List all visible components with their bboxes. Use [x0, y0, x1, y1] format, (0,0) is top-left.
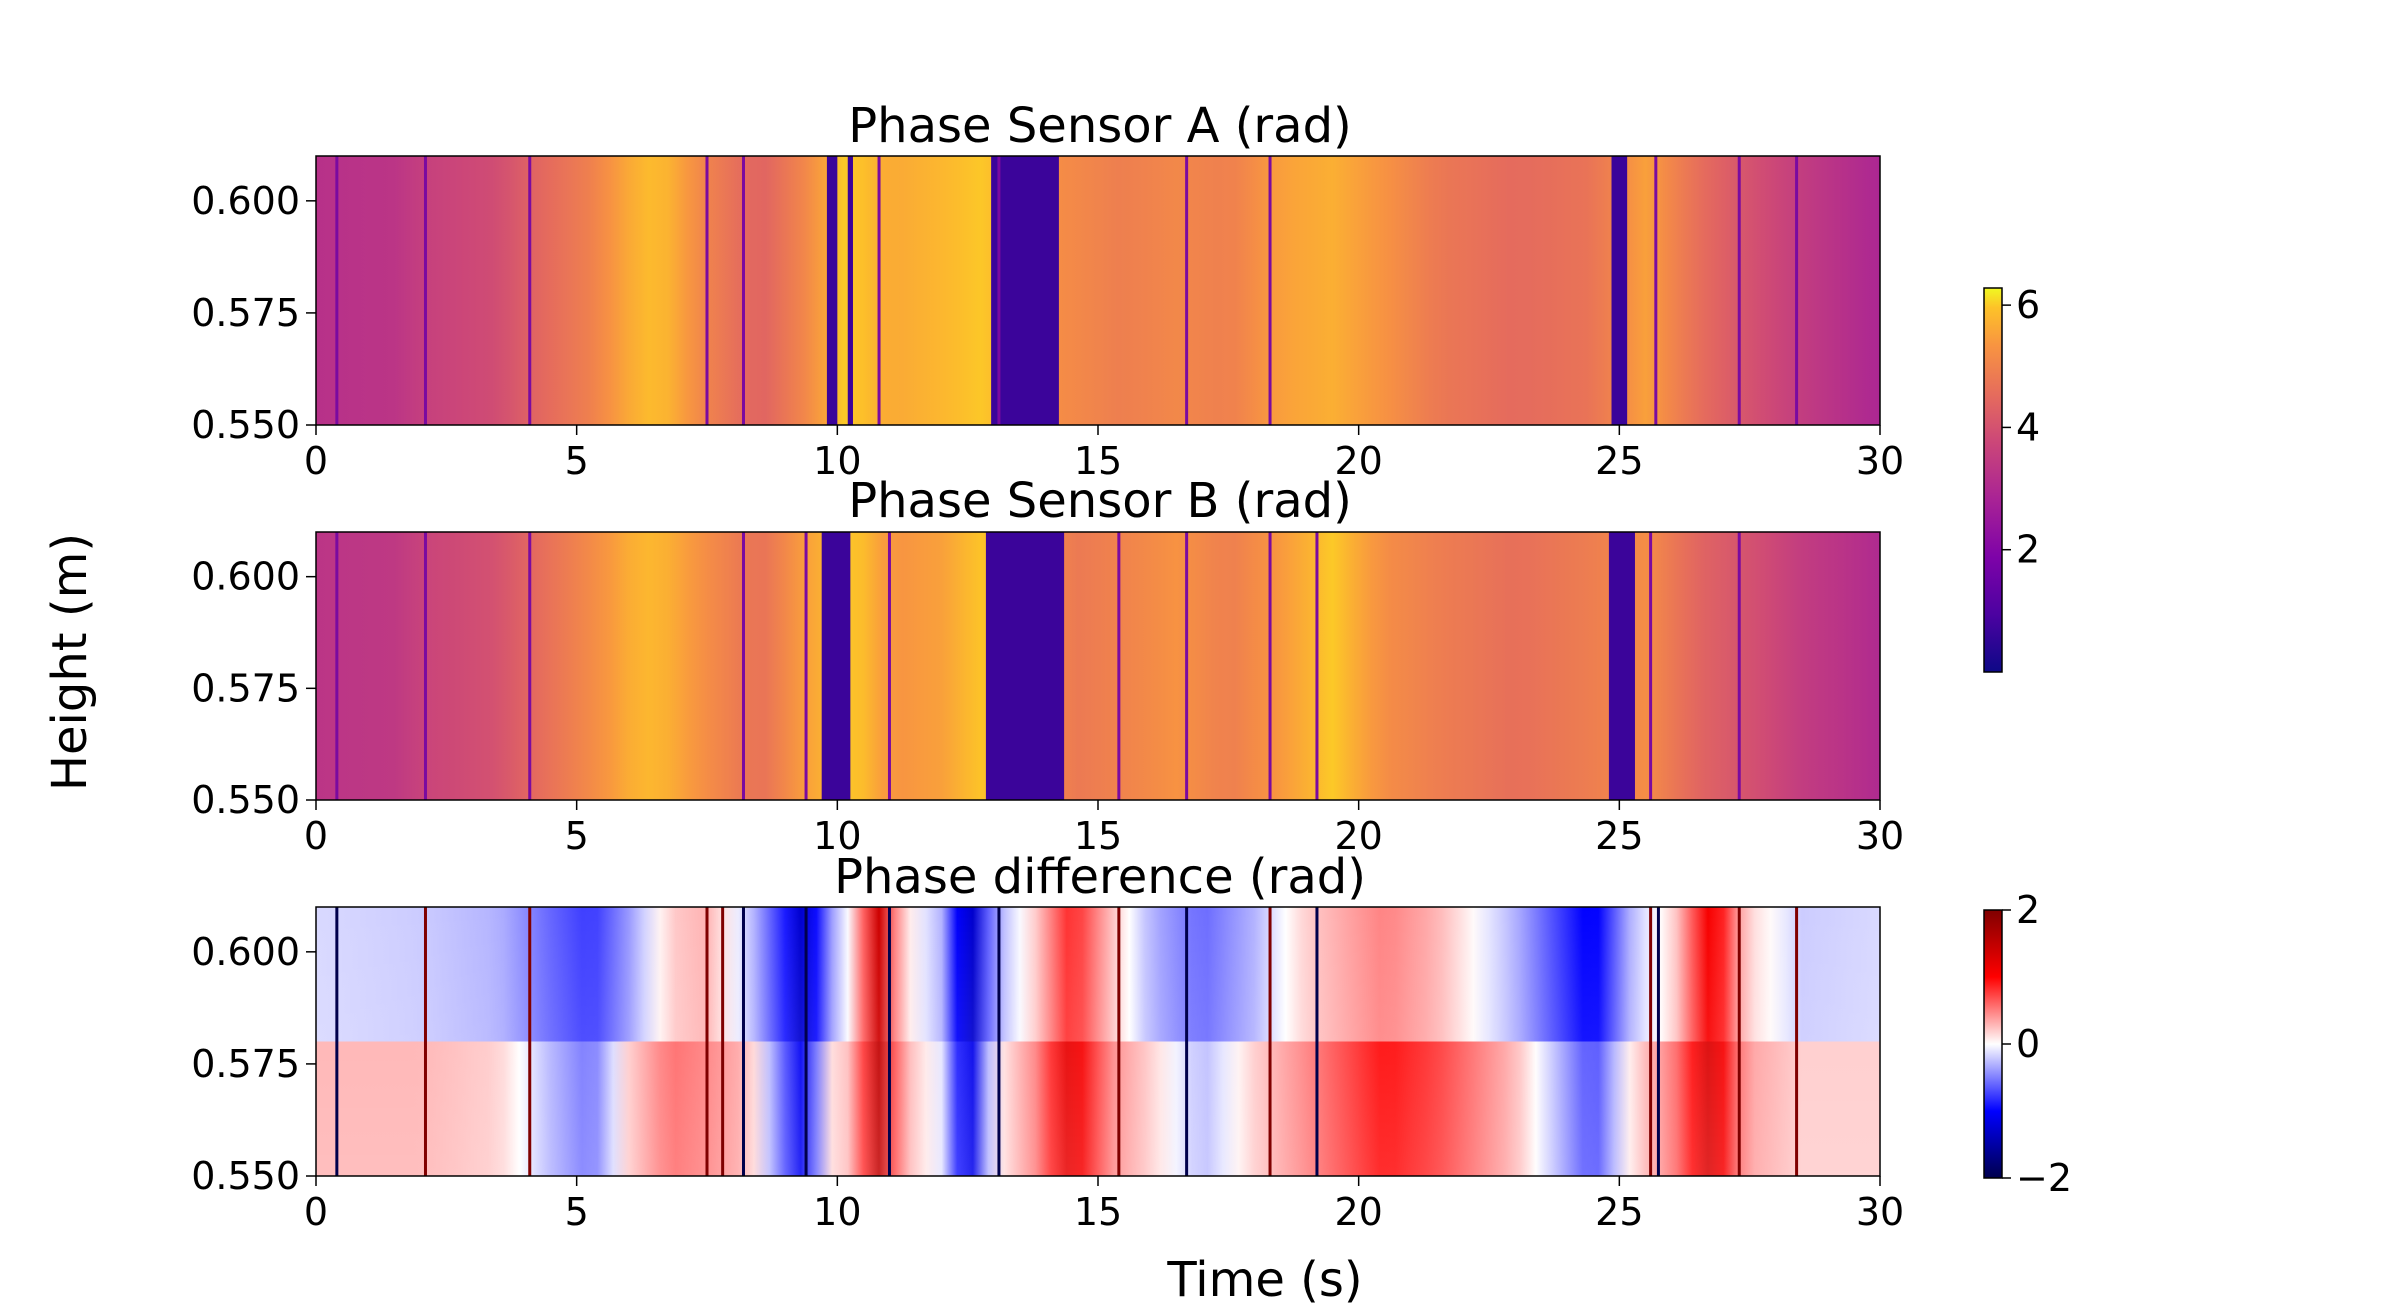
y-tick-label: 0.600: [191, 930, 300, 974]
x-tick-label: 15: [1074, 439, 1122, 483]
y-axis: 0.550 0.575 0.600: [191, 555, 316, 822]
phase-wrap-band: [1608, 532, 1635, 800]
x-tick-label: 0: [304, 1190, 328, 1234]
panel-title: Phase Sensor B (rad): [848, 473, 1352, 529]
x-tick-label: 25: [1595, 439, 1643, 483]
x-tick-label: 10: [813, 1190, 861, 1234]
colorbar-tick-label: 2: [2016, 888, 2040, 932]
x-tick-label: 5: [565, 814, 589, 858]
phase-wrap-band: [1611, 156, 1628, 425]
y-tick-label: 0.600: [191, 179, 300, 223]
x-tick-label: 15: [1074, 1190, 1122, 1234]
panel-title: Phase Sensor A (rad): [848, 98, 1352, 154]
colorbar-ticks: 2 4 6: [2002, 283, 2040, 572]
phase-wrap-band: [985, 532, 1065, 800]
heatmap-field: [316, 532, 1880, 800]
x-tick-label: 10: [813, 814, 861, 858]
x-axis: 0 5 10 15 20 25 30: [304, 1176, 1904, 1234]
x-tick-label: 10: [813, 439, 861, 483]
y-tick-label: 0.600: [191, 555, 300, 599]
x-axis: 0 5 10 15 20 25 30: [304, 800, 1904, 858]
x-tick-label: 20: [1334, 814, 1382, 858]
heatmap-plot: [315, 531, 1881, 801]
x-tick-label: 15: [1074, 814, 1122, 858]
y-tick-label: 0.550: [191, 403, 300, 447]
x-tick-label: 30: [1856, 439, 1904, 483]
heatmap-plot: [315, 155, 1881, 426]
phase-colorbar: 2 4 6: [1983, 283, 2040, 673]
y-tick-label: 0.550: [191, 778, 300, 822]
colorbar-gradient: [1983, 287, 2003, 673]
x-tick-label: 20: [1334, 1190, 1382, 1234]
y-tick-label: 0.550: [191, 1154, 300, 1198]
phase-wrap-band: [826, 156, 838, 425]
heatmap-shade: [316, 907, 1880, 1176]
x-tick-label: 0: [304, 814, 328, 858]
colorbar-tick-label: 4: [2016, 405, 2040, 449]
phase-wrap-band: [991, 156, 1059, 425]
colorbar-tick-label: 0: [2016, 1022, 2040, 1066]
heatmap-plot: [315, 906, 1881, 1177]
x-tick-label: 30: [1856, 1190, 1904, 1234]
y-tick-label: 0.575: [191, 1042, 300, 1086]
y-axis-label: Height (m): [42, 533, 98, 791]
panel-title: Phase difference (rad): [834, 849, 1366, 905]
x-tick-label: 30: [1856, 814, 1904, 858]
x-tick-label: 0: [304, 439, 328, 483]
x-tick-label: 5: [565, 439, 589, 483]
y-axis: 0.550 0.575 0.600: [191, 179, 316, 447]
difference-colorbar: −2 0 2: [1983, 888, 2072, 1200]
x-axis: 0 5 10 15 20 25 30: [304, 425, 1904, 483]
colorbar-tick-label: −2: [2016, 1156, 2072, 1200]
phase-wrap-band: [847, 156, 853, 425]
x-tick-label: 25: [1595, 814, 1643, 858]
colorbar-tick-label: 6: [2016, 283, 2040, 327]
y-tick-label: 0.575: [191, 666, 300, 710]
x-tick-label: 20: [1334, 439, 1382, 483]
phase-difference-panel: Phase difference (rad) 0 5 10 15 20 25 30 0.55…: [191, 849, 1904, 1234]
colorbar-gradient: [1983, 909, 2003, 1179]
y-axis: 0.550 0.575 0.600: [191, 930, 316, 1198]
x-tick-label: 5: [565, 1190, 589, 1234]
phase-wrap-band: [821, 532, 851, 800]
x-axis-label: Time (s): [1166, 1252, 1362, 1308]
colorbar-tick-label: 2: [2016, 528, 2040, 572]
heatmap-field: [316, 156, 1880, 425]
phase-sensor-b-panel: Phase Sensor B (rad) 0 5 10 15 20 25 30 0.5500…: [191, 473, 1904, 858]
colorbar-ticks: −2 0 2: [2002, 888, 2072, 1200]
x-tick-label: 25: [1595, 1190, 1643, 1234]
phase-sensor-a-panel: Phase Sensor A (rad) 0 5 10 15 20 25 30 0.5500…: [191, 98, 1904, 483]
y-tick-label: 0.575: [191, 291, 300, 335]
